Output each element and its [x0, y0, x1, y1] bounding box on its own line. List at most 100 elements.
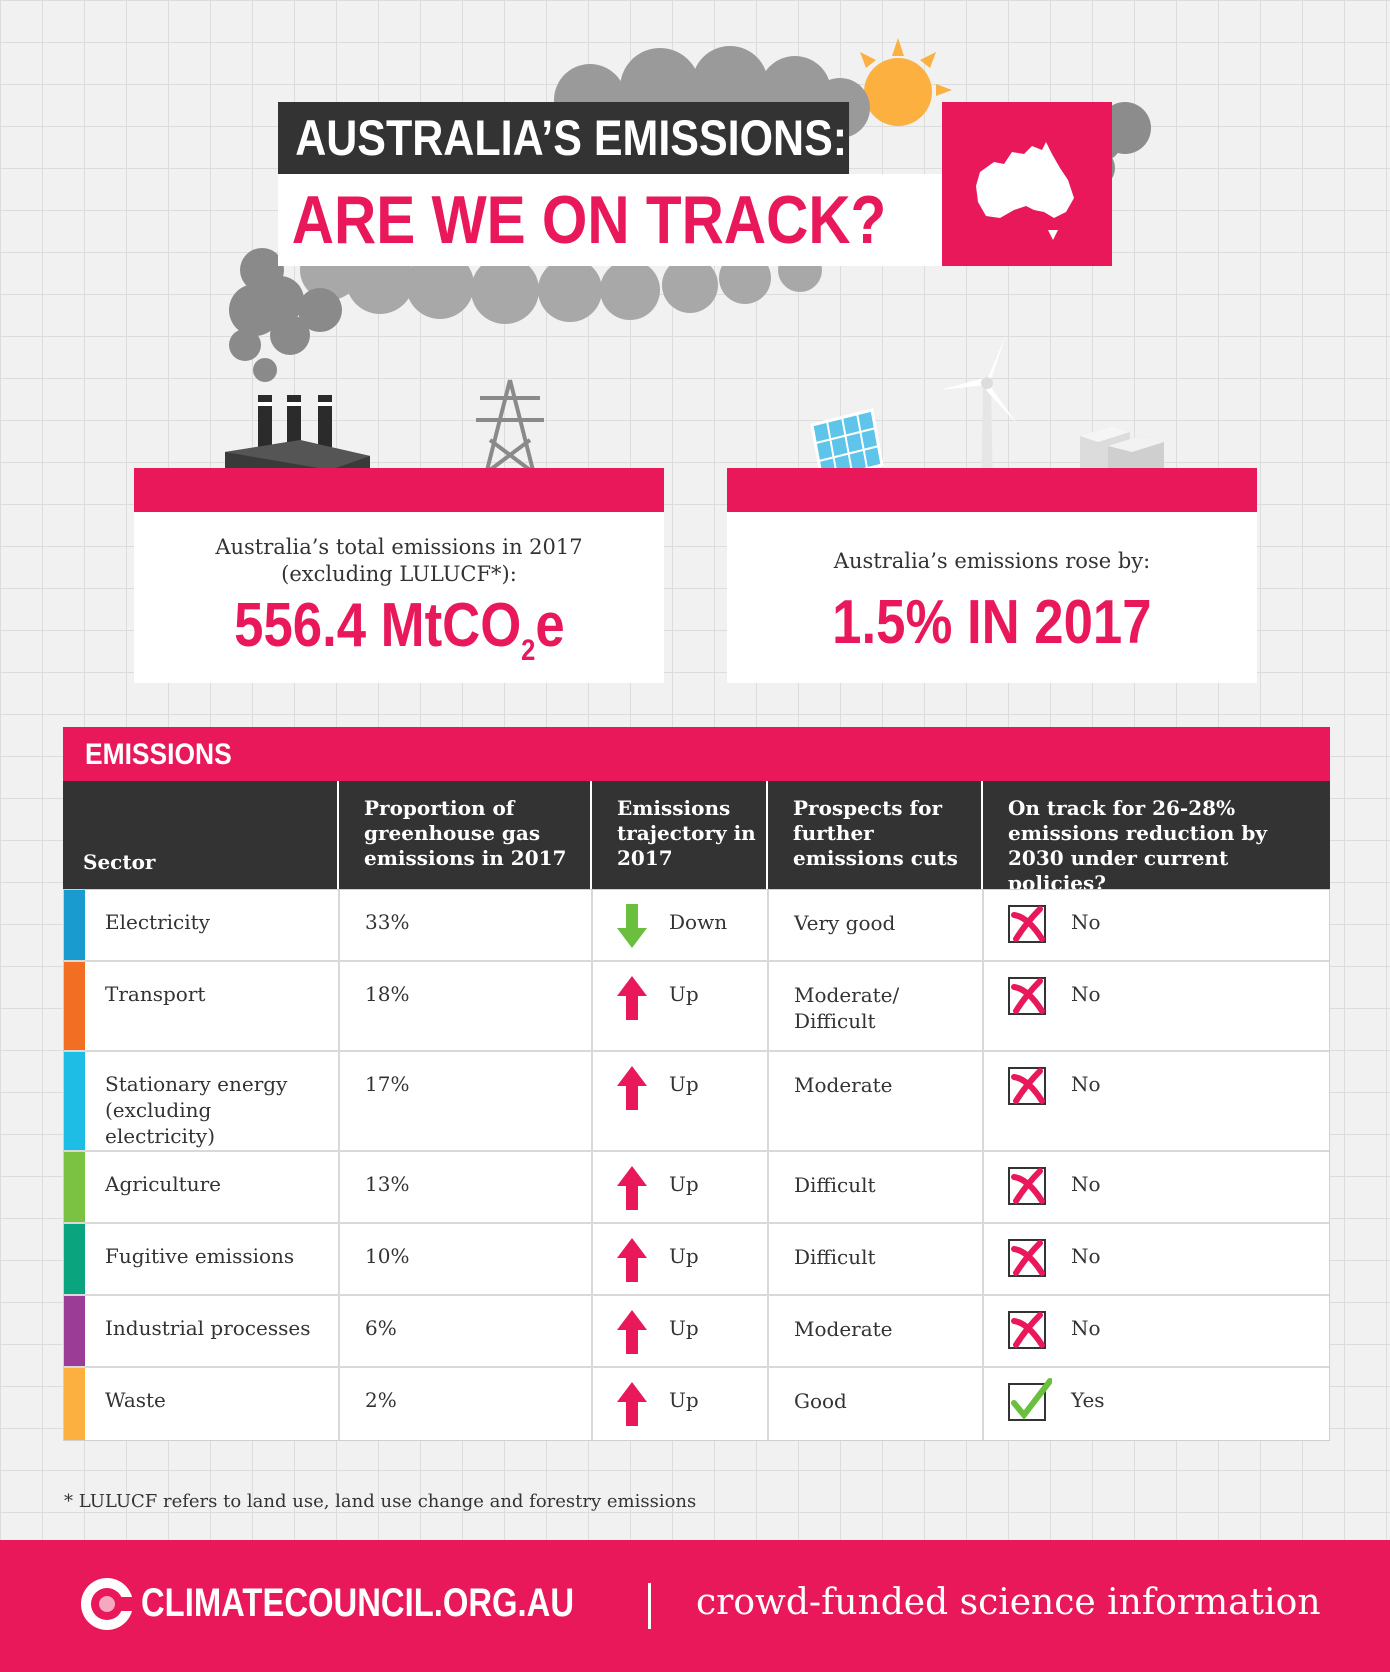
page-title-line1: AUSTRALIA’S EMISSIONS: [278, 102, 850, 174]
on-track-cell: No [982, 1052, 1331, 1150]
proportion-cell-text: 10% [365, 1244, 410, 1268]
trajectory-cell: Up [591, 1052, 767, 1150]
trajectory-cell: Up [591, 962, 767, 1050]
table-row: Agriculture 13% Up Difficult No [64, 1152, 1329, 1224]
trajectory-text: Up [669, 1072, 699, 1096]
prospects-cell: Moderate/ Difficult [767, 962, 982, 1050]
emissions-table-column-headers: Sector Proportion of greenhouse gas emis… [63, 781, 1330, 895]
proportion-cell: 18% [338, 962, 591, 1050]
australia-map-panel [942, 102, 1112, 266]
on-track-cell: Yes [982, 1368, 1331, 1440]
checkbox-cross-icon [1008, 977, 1046, 1015]
checkbox-cross-icon [1008, 1239, 1046, 1277]
proportion-cell-text: 2% [365, 1388, 397, 1412]
prospects-cell: Difficult [767, 1224, 982, 1294]
sector-color-stripe [64, 1224, 85, 1294]
prospects-cell-text: Difficult [794, 1173, 876, 1197]
column-header-proportion: Proportion of greenhouse gas emissions i… [337, 781, 590, 889]
emissions-table-body: Electricity 33% Down Very good No Transport 18… [63, 889, 1330, 1441]
on-track-cell: No [982, 890, 1331, 960]
on-track-text: No [1071, 1316, 1101, 1340]
footer-tagline: crowd-funded science information [696, 1582, 1321, 1623]
proportion-cell-text: 17% [365, 1072, 410, 1096]
stat-total-label-line1: Australia’s total emissions in 2017 [215, 535, 583, 559]
stat-total-value-subscript: 2 [520, 634, 535, 667]
trajectory-text: Up [669, 1388, 699, 1412]
australia-map-icon [976, 142, 1074, 240]
table-row: Industrial processes 6% Up Moderate No [64, 1296, 1329, 1368]
prospects-cell: Moderate [767, 1296, 982, 1366]
proportion-cell: 10% [338, 1224, 591, 1294]
sector-cell: Industrial processes [85, 1296, 338, 1366]
wind-turbine-icon [940, 335, 1018, 495]
sector-color-stripe [64, 890, 85, 960]
stat-total-value-main: 556.4 MtCO [233, 591, 521, 660]
sector-cell-text: Stationary energy (excluding electricity… [105, 1072, 288, 1148]
prospects-cell: Moderate [767, 1052, 982, 1150]
table-row: Electricity 33% Down Very good No [64, 890, 1329, 962]
checkbox-cross-icon [1008, 905, 1046, 943]
on-track-cell: No [982, 1152, 1331, 1222]
proportion-cell: 6% [338, 1296, 591, 1366]
sector-cell: Transport [85, 962, 338, 1050]
trajectory-cell: Down [591, 890, 767, 960]
column-header-prospects: Prospects for further emissions cuts [766, 781, 981, 889]
stat-card-total-band [134, 468, 664, 512]
trajectory-text: Up [669, 1316, 699, 1340]
stat-rise-value: 1.5% IN 2017 [727, 587, 1257, 658]
trajectory-cell: Up [591, 1368, 767, 1440]
footer-logo-text[interactable]: CLIMATECOUNCIL.ORG.AU [141, 1581, 575, 1625]
prospects-cell: Very good [767, 890, 982, 960]
trajectory-cell: Up [591, 1296, 767, 1366]
sector-color-stripe [64, 1152, 85, 1222]
table-row: Stationary energy (excluding electricity… [64, 1052, 1329, 1152]
prospects-cell-text: Very good [794, 911, 896, 935]
emissions-table-title: EMISSIONS [63, 727, 1330, 781]
checkbox-cross-icon [1008, 1311, 1046, 1349]
table-row: Transport 18% Up Moderate/ Difficult No [64, 962, 1329, 1052]
footer-divider [648, 1583, 651, 1629]
climate-council-logo-icon[interactable] [80, 1577, 134, 1631]
prospects-cell-text: Good [794, 1389, 847, 1413]
on-track-cell: No [982, 962, 1331, 1050]
proportion-cell-text: 6% [365, 1316, 397, 1340]
footnote: * LULUCF refers to land use, land use ch… [64, 1491, 697, 1512]
prospects-cell-text: Moderate/ Difficult [794, 983, 900, 1033]
proportion-cell: 17% [338, 1052, 591, 1150]
stat-total-value: 556.4 MtCO2e [134, 590, 664, 668]
sector-cell-text: Transport [105, 982, 206, 1006]
trajectory-text: Down [669, 910, 728, 934]
cross-icon [1011, 1068, 1045, 1104]
table-row: Fugitive emissions 10% Up Difficult No [64, 1224, 1329, 1296]
sector-cell-text: Electricity [105, 910, 210, 934]
on-track-text: No [1071, 1072, 1101, 1096]
prospects-cell-text: Difficult [794, 1245, 876, 1269]
arrow-up-icon [617, 1166, 647, 1210]
sector-cell: Agriculture [85, 1152, 338, 1222]
proportion-cell-text: 18% [365, 982, 410, 1006]
arrow-up-icon [617, 1238, 647, 1282]
prospects-cell: Good [767, 1368, 982, 1440]
proportion-cell-text: 33% [365, 910, 410, 934]
arrow-up-icon [617, 1382, 647, 1426]
proportion-cell: 33% [338, 890, 591, 960]
on-track-text: No [1071, 910, 1101, 934]
stat-rise-value-text: 1.5% IN 2017 [832, 588, 1152, 657]
sector-color-stripe [64, 1296, 85, 1366]
sector-cell: Fugitive emissions [85, 1224, 338, 1294]
sector-color-stripe [64, 1052, 85, 1150]
on-track-text: Yes [1071, 1388, 1105, 1412]
sector-cell-text: Agriculture [105, 1172, 221, 1196]
checkbox-cross-icon [1008, 1067, 1046, 1105]
page-title-line2-panel: ARE WE ON TRACK? [278, 174, 942, 266]
cross-icon [1011, 978, 1045, 1014]
stat-total-value-end: e [534, 591, 565, 660]
sector-cell: Stationary energy (excluding electricity… [85, 1052, 338, 1150]
table-row: Waste 2% Up Good Yes [64, 1368, 1329, 1440]
trajectory-text: Up [669, 982, 699, 1006]
checkbox-checked-icon [1008, 1378, 1052, 1421]
cross-icon [1011, 1168, 1045, 1204]
column-header-trajectory: Emissions trajectory in 2017 [590, 781, 766, 889]
proportion-cell: 13% [338, 1152, 591, 1222]
on-track-text: No [1071, 1172, 1101, 1196]
